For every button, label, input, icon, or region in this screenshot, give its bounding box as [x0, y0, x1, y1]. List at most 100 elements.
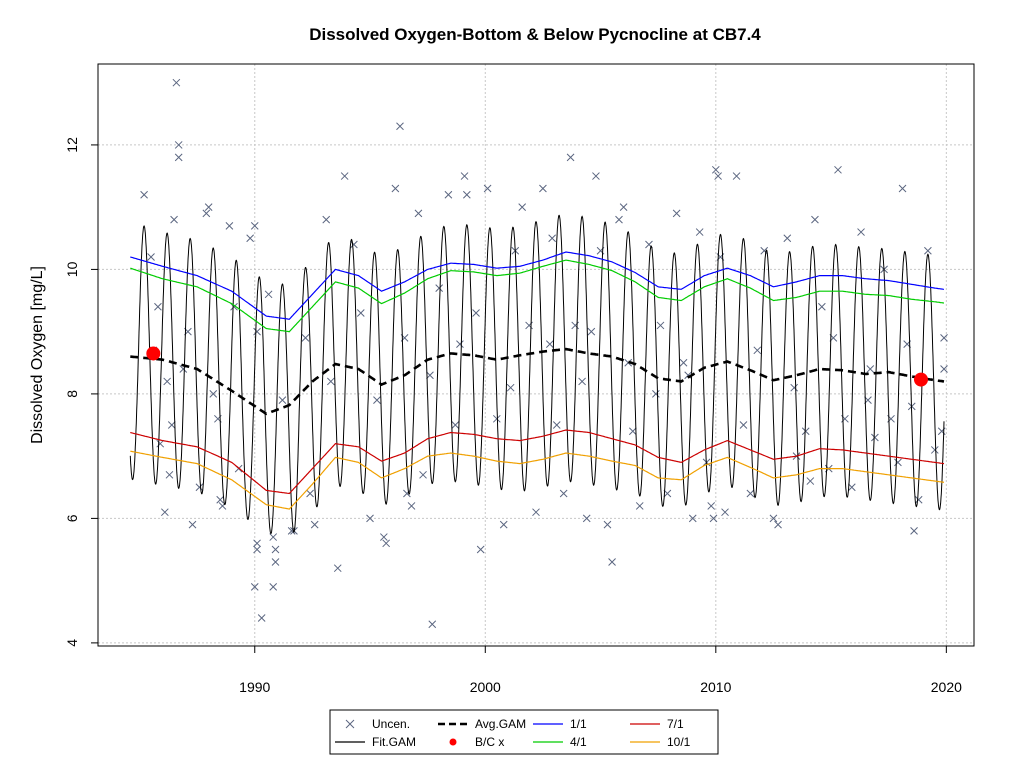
grid [98, 64, 974, 646]
data-point-x [230, 302, 238, 311]
data-point-x [790, 383, 799, 392]
data-point-x [333, 564, 342, 573]
data-point-x [253, 539, 261, 548]
data-point-x [518, 203, 527, 212]
legend-label: Fit.GAM [372, 735, 416, 749]
data-point-x [165, 470, 174, 479]
series-line-10-1 [130, 450, 945, 510]
data-point-x [672, 209, 681, 218]
data-point-x [472, 309, 480, 317]
series-line-1-1 [130, 251, 945, 320]
data-point-x [539, 184, 547, 193]
data-point-x [506, 383, 515, 392]
data-point-x [269, 533, 278, 541]
legend-label: Avg.GAM [475, 717, 526, 731]
data-point-x [615, 215, 623, 224]
data-point-x [483, 184, 492, 193]
y-tick-label: 4 [64, 639, 80, 647]
series-line-7-1 [130, 429, 945, 495]
bc-marker [913, 372, 928, 387]
data-point-x [250, 583, 259, 591]
data-point-x [548, 234, 556, 243]
data-point-x [250, 221, 259, 230]
legend-box [329, 709, 719, 755]
data-point-x [656, 321, 665, 330]
data-point-x [278, 396, 287, 404]
data-point-x [688, 514, 697, 523]
legend-label: 10/1 [667, 735, 691, 749]
data-point-x [269, 583, 278, 591]
data-point-x [866, 365, 875, 373]
data-point-x [435, 284, 444, 292]
data-point-x [382, 539, 391, 548]
data-point-x [628, 427, 637, 436]
data-point-x [871, 433, 879, 442]
data-point-x [894, 458, 902, 467]
data-point-x [188, 520, 197, 529]
data-point-x [695, 228, 704, 236]
data-point-x [619, 203, 628, 212]
data-point-x [156, 439, 165, 448]
data-point-x [769, 514, 778, 523]
legend-label: B/C x [475, 735, 504, 749]
plot-area [129, 78, 948, 629]
data-point-x [492, 414, 501, 423]
data-point-x [679, 358, 688, 367]
data-point-x [456, 340, 464, 348]
data-point-x [714, 172, 722, 180]
data-point-x [419, 470, 427, 479]
data-point-x [366, 514, 374, 523]
data-point-x [559, 489, 568, 498]
y-tick-label: 8 [64, 390, 80, 398]
data-point-x [306, 489, 314, 498]
data-point-x [578, 377, 586, 386]
legend-label: 7/1 [667, 717, 684, 731]
data-point-x [462, 190, 471, 199]
data-point-x [774, 520, 782, 529]
data-point-x [711, 165, 720, 174]
data-point-x [476, 545, 485, 554]
data-point-x [225, 221, 234, 230]
data-point-x [552, 421, 561, 429]
data-point-x [310, 520, 319, 529]
data-point-x [271, 558, 280, 566]
data-point-x [652, 390, 660, 398]
data-point-x [732, 172, 741, 180]
y-tick-label: 12 [64, 137, 80, 153]
data-point-x [216, 495, 225, 504]
data-point-x [914, 495, 923, 504]
series-line-avg-gam [130, 347, 945, 416]
legend: Uncen. Fit.GAM Avg.GAM B/C x 1/1 4/1 7/1 10/1 [329, 709, 719, 755]
legend-label: Uncen. [372, 717, 410, 731]
y-axis-label: Dissolved Oxygen [mg/L] [29, 266, 46, 444]
data-point-x [350, 240, 358, 249]
data-point-x [172, 78, 181, 87]
data-point-x [635, 502, 644, 510]
data-point-x [426, 371, 434, 380]
data-point-x [195, 483, 204, 492]
data-point-x [571, 321, 580, 330]
data-point-x [746, 489, 755, 498]
data-point-x [396, 122, 404, 131]
data-point-x [204, 203, 213, 212]
data-point-x [587, 327, 596, 336]
data-point-x [167, 421, 176, 429]
data-point-x [460, 172, 469, 180]
data-point-x [340, 172, 349, 180]
data-point-x [322, 215, 331, 224]
x-tick-label: 2000 [470, 679, 501, 695]
data-point-x [154, 302, 162, 311]
data-point-x [174, 153, 183, 162]
data-point-x [373, 396, 381, 404]
data-point-x [801, 427, 810, 436]
data-point-x [326, 377, 335, 386]
data-point-x [592, 172, 600, 180]
chart-title: Dissolved Oxygen-Bottom & Below Pycnocli… [309, 25, 761, 44]
legend-key-uncen- [345, 719, 355, 729]
data-point-x [444, 190, 453, 199]
data-point-x [407, 502, 416, 510]
plot-frame [97, 63, 975, 647]
data-point-x [739, 421, 748, 429]
x-tick-label: 2020 [931, 679, 962, 695]
data-point-x [451, 421, 460, 429]
